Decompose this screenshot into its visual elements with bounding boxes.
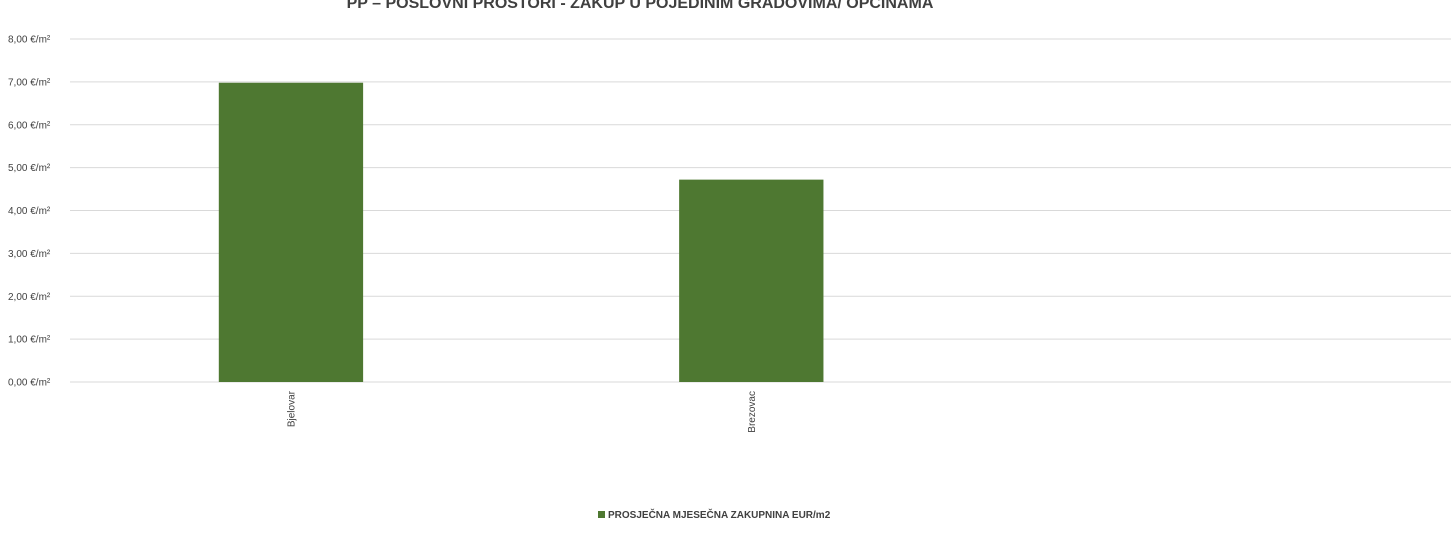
bar-brezovac [679,179,824,382]
chart-title: PP – POSLOVNI PROSTORI - ZAKUP U POJEDIN… [347,0,934,12]
bar-bjelovar [218,82,364,383]
legend: PROSJEČNA MJESEČNA ZAKUPNINA EUR/m2 [598,508,831,521]
legend-swatch [598,511,605,518]
y-tick-label: 8,00 €/m² [8,35,51,46]
y-axis-tick-labels: 0,00 €/m² 1,00 €/m² 2,00 €/m² 3,00 €/m² 4,00… [8,35,51,389]
y-tick-label: 4,00 €/m² [8,206,51,217]
legend-label: PROSJEČNA MJESEČNA ZAKUPNINA EUR/m2 [608,508,831,521]
y-tick-label: 6,00 €/m² [8,120,51,131]
bars [218,82,824,383]
y-tick-label: 3,00 €/m² [8,249,51,260]
x-category-label: Bjelovar [286,390,297,427]
x-category-label: Brezovac [747,391,758,433]
y-tick-label: 0,00 €/m² [8,378,51,389]
y-tick-label: 2,00 €/m² [8,292,51,303]
x-axis-category-labels: Bjelovar Brezovac [286,390,757,432]
y-tick-label: 5,00 €/m² [8,163,51,174]
y-tick-label: 1,00 €/m² [8,335,51,346]
y-tick-label: 7,00 €/m² [8,77,51,88]
